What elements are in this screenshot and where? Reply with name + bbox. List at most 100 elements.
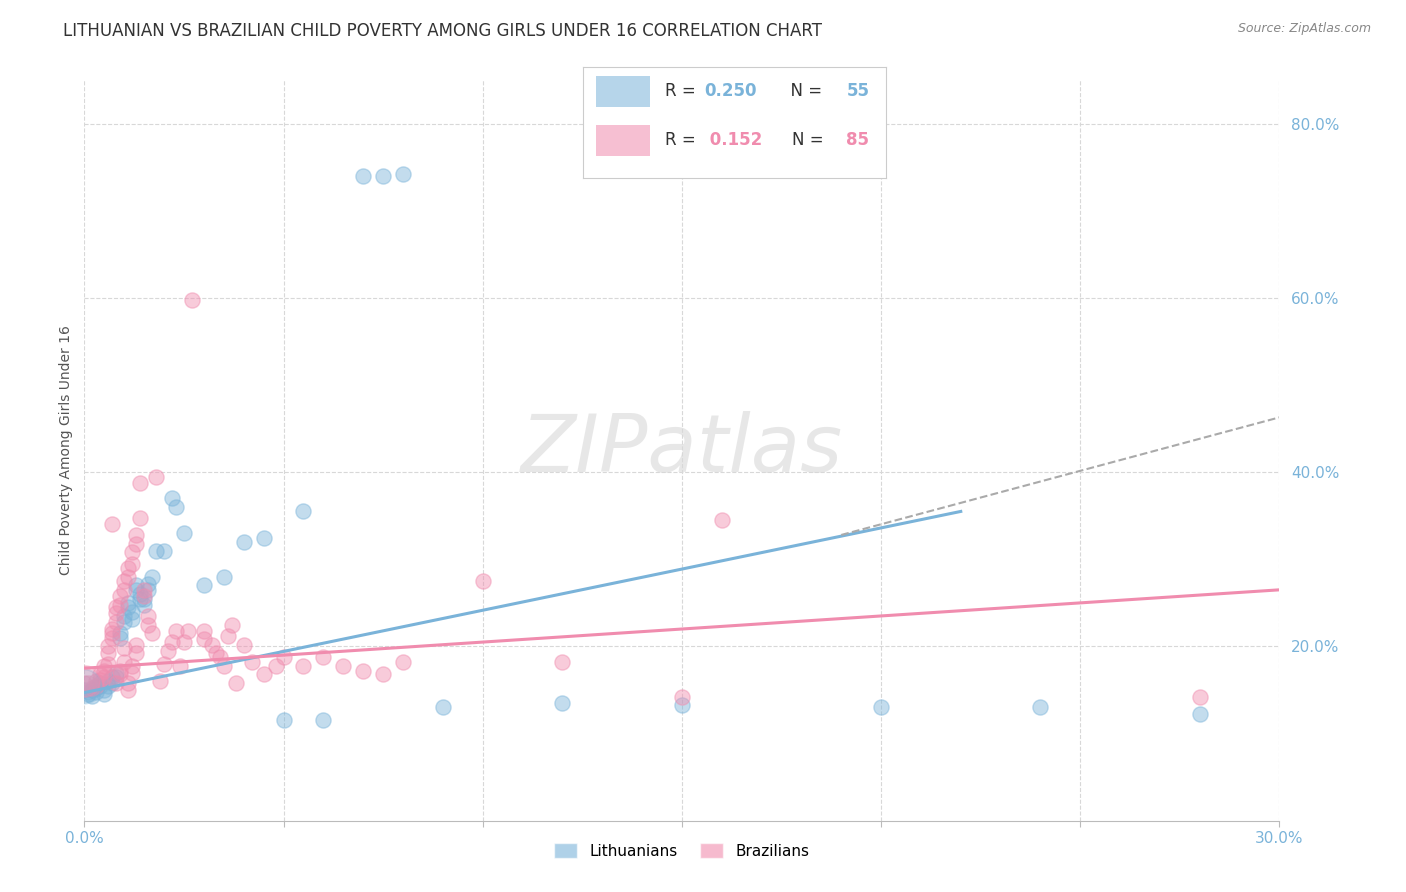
Point bbox=[105, 665, 128, 680]
Point bbox=[121, 557, 143, 571]
Point bbox=[117, 596, 139, 610]
Point bbox=[205, 647, 228, 661]
Point bbox=[129, 587, 152, 601]
Point bbox=[121, 545, 143, 559]
Bar bbox=[596, 76, 650, 107]
Point bbox=[82, 683, 104, 698]
Point bbox=[141, 626, 163, 640]
Point bbox=[97, 679, 120, 693]
Point bbox=[292, 658, 315, 673]
Point bbox=[112, 615, 135, 629]
Point bbox=[97, 647, 120, 661]
Point bbox=[193, 632, 215, 647]
Point bbox=[373, 169, 395, 183]
Text: R =: R = bbox=[665, 131, 702, 150]
Point bbox=[551, 696, 574, 710]
Point bbox=[112, 609, 135, 624]
Point bbox=[181, 293, 204, 307]
Point bbox=[193, 578, 215, 592]
Point bbox=[121, 665, 143, 680]
Point bbox=[373, 667, 395, 681]
Point bbox=[97, 674, 120, 689]
Point bbox=[153, 657, 176, 671]
Point bbox=[101, 676, 124, 690]
Point bbox=[101, 517, 124, 532]
Point bbox=[471, 574, 494, 588]
Point bbox=[101, 626, 124, 640]
Point bbox=[93, 683, 115, 698]
Point bbox=[352, 664, 374, 678]
Point bbox=[77, 687, 100, 701]
Point bbox=[86, 679, 108, 693]
Point bbox=[273, 649, 295, 664]
Point bbox=[392, 167, 415, 181]
Point bbox=[117, 683, 139, 698]
Point bbox=[160, 635, 183, 649]
Point bbox=[110, 631, 132, 645]
Text: 0.250: 0.250 bbox=[704, 82, 756, 101]
Text: Source: ZipAtlas.com: Source: ZipAtlas.com bbox=[1237, 22, 1371, 36]
Point bbox=[173, 526, 195, 541]
Point bbox=[89, 679, 111, 693]
Y-axis label: Child Poverty Among Girls Under 16: Child Poverty Among Girls Under 16 bbox=[59, 326, 73, 575]
Point bbox=[93, 664, 115, 678]
Point bbox=[101, 622, 124, 636]
Point bbox=[110, 667, 132, 681]
Point bbox=[82, 689, 104, 703]
Point bbox=[273, 714, 295, 728]
Point bbox=[77, 676, 100, 690]
Point bbox=[73, 679, 96, 693]
Point bbox=[157, 644, 180, 658]
Text: 0.152: 0.152 bbox=[704, 131, 762, 150]
Point bbox=[117, 600, 139, 615]
Point bbox=[217, 629, 239, 643]
Point bbox=[105, 615, 128, 629]
Text: N =: N = bbox=[792, 131, 830, 150]
Point bbox=[110, 598, 132, 612]
Text: ZIPatlas: ZIPatlas bbox=[520, 411, 844, 490]
Point bbox=[160, 491, 183, 506]
Point bbox=[117, 570, 139, 584]
Point bbox=[145, 469, 167, 483]
Point bbox=[89, 676, 111, 690]
Point bbox=[232, 638, 254, 652]
Point bbox=[1029, 700, 1052, 714]
Text: N =: N = bbox=[780, 82, 827, 101]
Point bbox=[129, 591, 152, 606]
Point bbox=[125, 536, 148, 550]
Text: 55: 55 bbox=[846, 82, 869, 101]
Point bbox=[352, 169, 374, 183]
Point bbox=[136, 609, 159, 624]
Point bbox=[264, 658, 287, 673]
Text: R =: R = bbox=[665, 82, 702, 101]
Point bbox=[105, 676, 128, 690]
Point bbox=[432, 700, 454, 714]
Point bbox=[145, 543, 167, 558]
Point bbox=[153, 543, 176, 558]
Point bbox=[121, 605, 143, 619]
Point bbox=[312, 649, 335, 664]
Point bbox=[125, 582, 148, 597]
Point bbox=[132, 589, 156, 603]
Point bbox=[165, 624, 187, 638]
Point bbox=[392, 655, 415, 669]
Point bbox=[105, 600, 128, 615]
Point bbox=[710, 513, 733, 527]
Point bbox=[177, 624, 200, 638]
Point bbox=[292, 504, 315, 518]
Point bbox=[117, 676, 139, 690]
Point bbox=[101, 631, 124, 645]
Point bbox=[212, 570, 235, 584]
Point bbox=[232, 535, 254, 549]
Point bbox=[112, 582, 135, 597]
Point bbox=[86, 681, 108, 696]
Point bbox=[173, 635, 195, 649]
Point bbox=[77, 684, 100, 698]
Point bbox=[208, 649, 231, 664]
Point bbox=[551, 655, 574, 669]
Point bbox=[332, 658, 354, 673]
Point bbox=[312, 714, 335, 728]
Point bbox=[125, 578, 148, 592]
Legend: Lithuanians, Brazilians: Lithuanians, Brazilians bbox=[548, 837, 815, 865]
Point bbox=[136, 582, 159, 597]
